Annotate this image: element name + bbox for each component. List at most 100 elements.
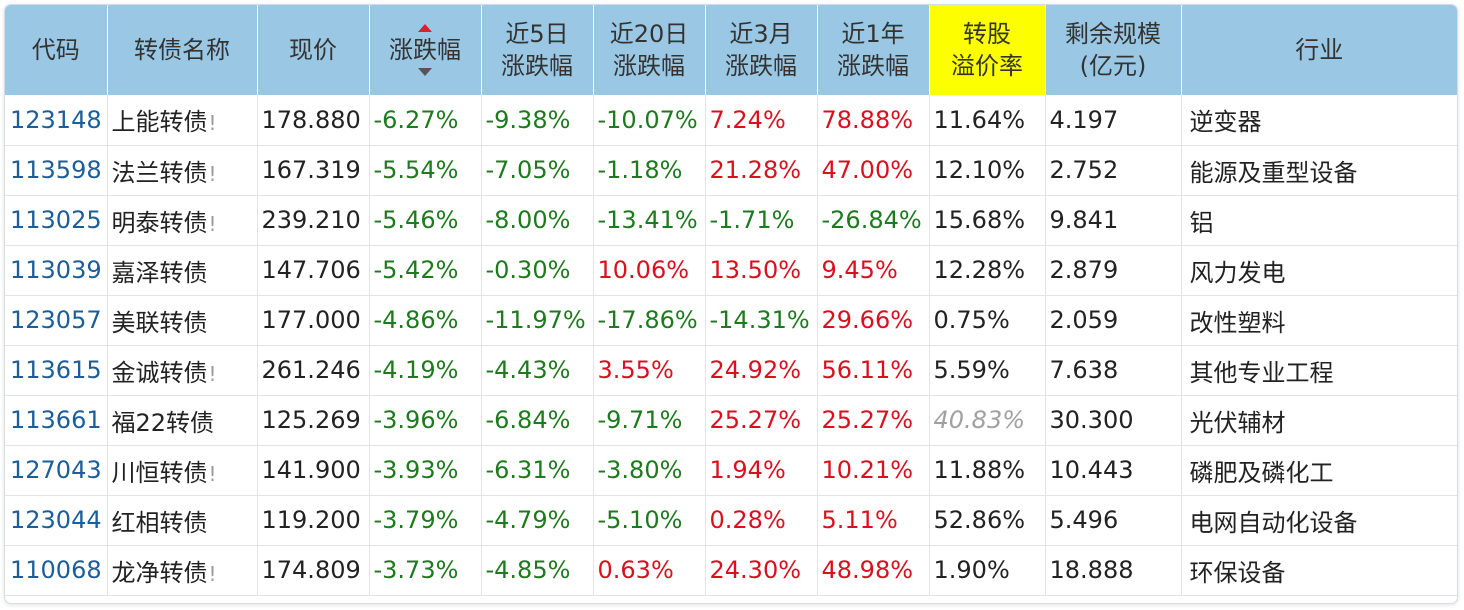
column-header-price-label: 现价 <box>289 36 337 64</box>
remaining-size-cell: 9.841 <box>1045 195 1182 246</box>
warning-icon[interactable]: ! <box>208 111 217 136</box>
remaining-size-cell: 2.752 <box>1045 145 1182 196</box>
bond-name-link[interactable]: 上能转债! <box>107 95 258 146</box>
convertible-bond-table: 代码 转债名称 现价 涨跌幅 近5日 涨跌幅 近20日 涨跌幅 <box>5 5 1457 596</box>
column-header-industry[interactable]: 行业 <box>1181 5 1457 95</box>
change-5d-cell: -6.31% <box>481 445 594 496</box>
bond-name-link[interactable]: 龙净转债! <box>107 545 258 596</box>
table-body: 123148 上能转债! 178.880 -6.27% -9.38% -10.07% 7.2… <box>5 95 1457 596</box>
bond-code-link[interactable]: 113598 <box>5 145 108 196</box>
change-cell: -5.46% <box>369 195 482 246</box>
column-header-3m-label-2: 涨跌幅 <box>725 52 797 80</box>
bond-name-link[interactable]: 福22转债 <box>107 395 258 446</box>
industry-cell: 逆变器 <box>1181 95 1457 146</box>
conversion-premium-cell: 12.10% <box>929 145 1046 196</box>
change-20d-cell: 10.06% <box>593 245 706 296</box>
industry-cell: 光伏辅材 <box>1181 395 1457 446</box>
table-row[interactable]: 113598 法兰转债! 167.319 -5.54% -7.05% -1.18% 21.2… <box>5 145 1457 196</box>
table-row[interactable]: 123044 红相转债 119.200 -3.79% -4.79% -5.10% 0.28%… <box>5 495 1457 546</box>
remaining-size-cell: 5.496 <box>1045 495 1182 546</box>
bond-code-link[interactable]: 123057 <box>5 295 108 346</box>
change-cell: -3.73% <box>369 545 482 596</box>
column-header-remaining-size[interactable]: 剩余规模 (亿元) <box>1045 5 1182 95</box>
column-header-5d-label-1: 近5日 <box>505 20 569 48</box>
change-20d-cell: -17.86% <box>593 295 706 346</box>
price-cell: 141.900 <box>257 445 370 496</box>
bond-name-link[interactable]: 川恒转债! <box>107 445 258 496</box>
change-3m-cell: -1.71% <box>705 195 818 246</box>
bond-name-link[interactable]: 美联转债 <box>107 295 258 346</box>
change-5d-cell: -11.97% <box>481 295 594 346</box>
column-header-3m-change[interactable]: 近3月 涨跌幅 <box>705 5 818 95</box>
price-cell: 119.200 <box>257 495 370 546</box>
warning-icon[interactable]: ! <box>208 161 217 186</box>
column-header-5d-change[interactable]: 近5日 涨跌幅 <box>481 5 594 95</box>
bond-code-link[interactable]: 127043 <box>5 445 108 496</box>
bond-code-link[interactable]: 113025 <box>5 195 108 246</box>
change-3m-cell: 24.30% <box>705 545 818 596</box>
change-20d-cell: -10.07% <box>593 95 706 146</box>
price-cell: 125.269 <box>257 395 370 446</box>
change-5d-cell: -6.84% <box>481 395 594 446</box>
convertible-bond-table-panel: 代码 转债名称 现价 涨跌幅 近5日 涨跌幅 近20日 涨跌幅 <box>4 4 1458 604</box>
table-row[interactable]: 123148 上能转债! 178.880 -6.27% -9.38% -10.07% 7.2… <box>5 95 1457 146</box>
bond-name-label: 福22转债 <box>111 408 215 437</box>
bond-code-link[interactable]: 113615 <box>5 345 108 396</box>
bond-code-link[interactable]: 123148 <box>5 95 108 146</box>
bond-code-link[interactable]: 113039 <box>5 245 108 296</box>
column-header-1y-change[interactable]: 近1年 涨跌幅 <box>817 5 930 95</box>
change-20d-cell: -13.41% <box>593 195 706 246</box>
change-1y-cell: 47.00% <box>817 145 930 196</box>
change-20d-cell: -5.10% <box>593 495 706 546</box>
bond-name-link[interactable]: 红相转债 <box>107 495 258 546</box>
warning-icon[interactable]: ! <box>208 561 217 586</box>
bond-name-link[interactable]: 嘉泽转债 <box>107 245 258 296</box>
warning-icon[interactable]: ! <box>208 211 217 236</box>
change-5d-cell: -4.43% <box>481 345 594 396</box>
warning-icon[interactable]: ! <box>208 361 217 386</box>
column-header-5d-label-2: 涨跌幅 <box>501 52 573 80</box>
bond-code-link[interactable]: 123044 <box>5 495 108 546</box>
bond-name-link[interactable]: 金诚转债! <box>107 345 258 396</box>
column-header-1y-label-1: 近1年 <box>841 20 905 48</box>
warning-icon[interactable]: ! <box>208 461 217 486</box>
table-row[interactable]: 113615 金诚转债! 261.246 -4.19% -4.43% 3.55% 24.92… <box>5 345 1457 396</box>
column-header-change[interactable]: 涨跌幅 <box>369 5 482 95</box>
sort-descending-icon <box>418 68 432 76</box>
price-cell: 178.880 <box>257 95 370 146</box>
bond-name-label: 嘉泽转债 <box>111 258 208 287</box>
table-row[interactable]: 123057 美联转债 177.000 -4.86% -11.97% -17.86% -14… <box>5 295 1457 346</box>
table-row[interactable]: 110068 龙净转债! 174.809 -3.73% -4.85% 0.63% 24.30… <box>5 545 1457 596</box>
change-5d-cell: -8.00% <box>481 195 594 246</box>
table-row[interactable]: 127043 川恒转债! 141.900 -3.93% -6.31% -3.80% 1.94… <box>5 445 1457 496</box>
change-3m-cell: 25.27% <box>705 395 818 446</box>
table-row[interactable]: 113025 明泰转债! 239.210 -5.46% -8.00% -13.41% -1.… <box>5 195 1457 246</box>
price-cell: 147.706 <box>257 245 370 296</box>
price-cell: 174.809 <box>257 545 370 596</box>
column-header-price[interactable]: 现价 <box>257 5 370 95</box>
change-cell: -3.96% <box>369 395 482 446</box>
change-1y-cell: 10.21% <box>817 445 930 496</box>
sort-control: 涨跌幅 <box>389 24 461 76</box>
change-cell: -3.79% <box>369 495 482 546</box>
column-header-name[interactable]: 转债名称 <box>107 5 258 95</box>
column-header-code[interactable]: 代码 <box>5 5 108 95</box>
bond-name-label: 明泰转债 <box>111 208 208 237</box>
change-cell: -3.93% <box>369 445 482 496</box>
price-cell: 167.319 <box>257 145 370 196</box>
change-1y-cell: 56.11% <box>817 345 930 396</box>
table-row[interactable]: 113039 嘉泽转债 147.706 -5.42% -0.30% 10.06% 13.50… <box>5 245 1457 296</box>
industry-cell: 环保设备 <box>1181 545 1457 596</box>
column-header-20d-change[interactable]: 近20日 涨跌幅 <box>593 5 706 95</box>
price-cell: 261.246 <box>257 345 370 396</box>
table-row[interactable]: 113661 福22转债 125.269 -3.96% -6.84% -9.71% 25.2… <box>5 395 1457 446</box>
column-header-change-label: 涨跌幅 <box>389 36 461 64</box>
bond-name-link[interactable]: 明泰转债! <box>107 195 258 246</box>
bond-name-label: 上能转债 <box>111 108 208 137</box>
bond-name-link[interactable]: 法兰转债! <box>107 145 258 196</box>
bond-code-link[interactable]: 110068 <box>5 545 108 596</box>
change-1y-cell: 48.98% <box>817 545 930 596</box>
column-header-conversion-premium[interactable]: 转股 溢价率 <box>929 5 1046 95</box>
bond-code-link[interactable]: 113661 <box>5 395 108 446</box>
industry-cell: 其他专业工程 <box>1181 345 1457 396</box>
